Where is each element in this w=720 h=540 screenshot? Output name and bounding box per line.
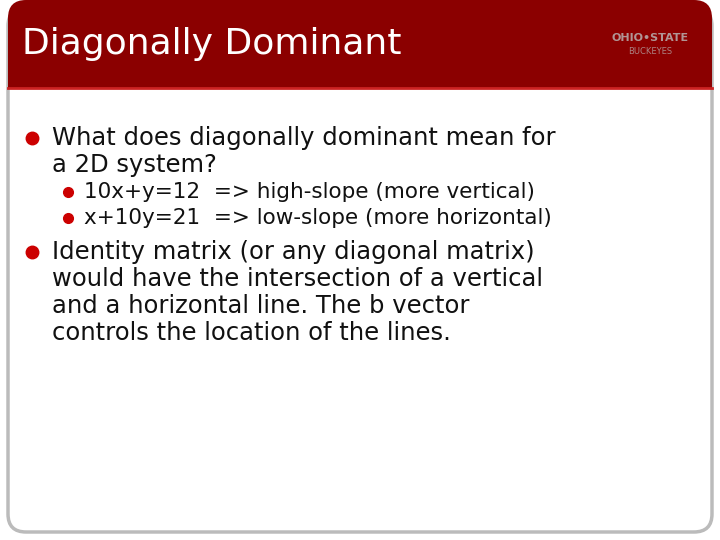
Text: Diagonally Dominant: Diagonally Dominant (22, 27, 402, 61)
Text: BUCKEYES: BUCKEYES (628, 48, 672, 57)
FancyBboxPatch shape (8, 0, 712, 88)
Text: Identity matrix (or any diagonal matrix): Identity matrix (or any diagonal matrix) (52, 240, 535, 264)
Text: 10x+y=12  => high-slope (more vertical): 10x+y=12 => high-slope (more vertical) (84, 182, 535, 202)
Text: OHIO•STATE: OHIO•STATE (611, 33, 688, 43)
Text: x+10y=21  => low-slope (more horizontal): x+10y=21 => low-slope (more horizontal) (84, 208, 552, 228)
Text: What does diagonally dominant mean for: What does diagonally dominant mean for (52, 126, 556, 150)
Text: would have the intersection of a vertical: would have the intersection of a vertica… (52, 267, 543, 291)
Text: controls the location of the lines.: controls the location of the lines. (52, 321, 451, 345)
Text: and a horizontal line. The b vector: and a horizontal line. The b vector (52, 294, 469, 318)
Bar (8, 70, 712, 88)
Text: a 2D system?: a 2D system? (52, 153, 217, 177)
FancyBboxPatch shape (8, 8, 712, 532)
